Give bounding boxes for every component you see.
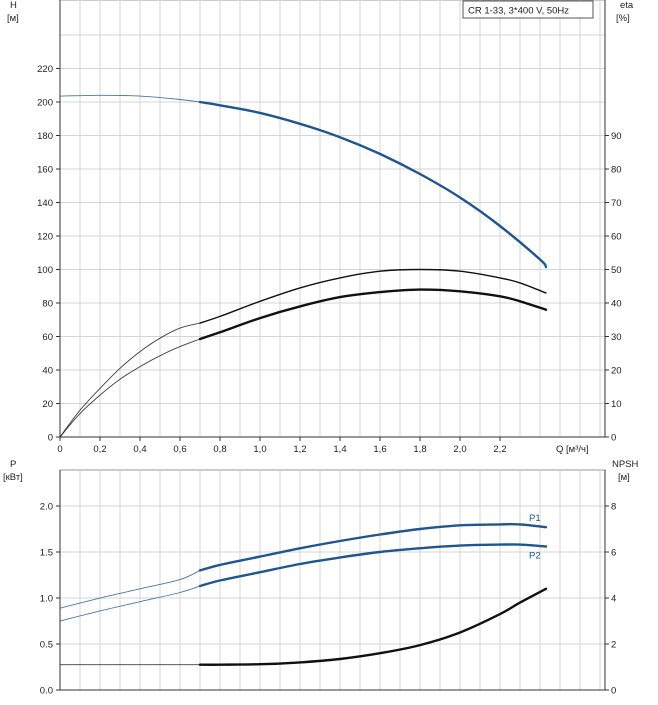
left-tick-label: 140	[37, 198, 53, 209]
left-tick-label: 40	[42, 366, 53, 377]
x-tick-label: 1,8	[413, 444, 426, 455]
efficiency-curve-thin-segment	[59, 322, 201, 438]
right-tick-label: 0	[611, 686, 616, 697]
x-tick-label: 1,6	[373, 444, 386, 455]
h-axis-unit: [м]	[7, 13, 19, 24]
q-axis-label: Q [м³/ч]	[556, 444, 589, 455]
npsh-curve-bold-segment	[198, 587, 548, 666]
right-tick-label: 8	[611, 502, 616, 513]
x-tick-label: 0,8	[213, 444, 226, 455]
x-tick-label: 1,2	[293, 444, 306, 455]
bottom-curves: P1 P2	[59, 513, 548, 666]
power-npsh-panel: P1 P2 0.0 0.5 1.0 1.5 2.0 0 2 4 6 8 P [кВт] NPSH […	[3, 459, 639, 697]
bottom-axes: 0.0 0.5 1.0 1.5 2.0 0 2 4 6 8	[40, 470, 616, 697]
x-tick-label: 1,4	[333, 444, 346, 455]
model-legend-text: CR 1-33, 3*400 V, 50Hz	[468, 6, 569, 17]
right-tick-label: 30	[611, 332, 622, 343]
x-tick-label: 0,2	[93, 444, 106, 455]
right-tick-label: 90	[611, 131, 622, 142]
p-axis-title: P	[10, 459, 16, 470]
left-tick-label: 1.5	[40, 548, 53, 559]
right-tick-label: 50	[611, 265, 622, 276]
eta-curve-curve-bold-segment	[198, 288, 548, 341]
h-axis-title: H	[10, 0, 17, 11]
x-tick-label: 0,6	[173, 444, 186, 455]
bottom-panel-frame	[59, 469, 606, 691]
right-tick-label: 4	[611, 594, 616, 605]
right-tick-label: 6	[611, 548, 616, 559]
top-panel-frame	[59, 0, 606, 438]
series-label-p2: P2	[529, 550, 541, 561]
left-tick-label: 0.5	[40, 640, 53, 651]
x-tick-label: 0,4	[133, 444, 146, 455]
left-tick-label: 100	[37, 265, 53, 276]
right-tick-label: 40	[611, 299, 622, 310]
left-tick-label: 160	[37, 165, 53, 176]
left-tick-label: 180	[37, 131, 53, 142]
left-tick-label: 20	[42, 399, 53, 410]
left-tick-label: 2.0	[40, 502, 53, 513]
npsh-axis-title: NPSH	[612, 459, 639, 470]
right-tick-label: 2	[611, 640, 616, 651]
left-tick-label: 200	[37, 98, 53, 109]
right-tick-label: 80	[611, 165, 622, 176]
efficiency-curve-bold-segment	[199, 268, 547, 324]
p1-curve-thin-segment	[59, 569, 201, 609]
left-tick-label: 1.0	[40, 594, 53, 605]
left-tick-label: 0.0	[40, 686, 53, 697]
right-tick-label: 60	[611, 232, 622, 243]
x-tick-label: 0	[57, 444, 62, 455]
x-tick-label: 2,0	[453, 444, 466, 455]
head-efficiency-panel: 0 20 40 60 80 100 120 140 160 180 200 220 0 10 20 30 40 5…	[7, 0, 634, 455]
eta-axis-title: eta	[620, 0, 634, 11]
right-tick-label: 20	[611, 366, 622, 377]
p2-curve-thin-segment	[59, 585, 201, 622]
left-tick-label: 0	[48, 433, 53, 444]
top-axes: 0 20 40 60 80 100 120 140 160 180 200 220 0 10 20 30 40 5…	[37, 0, 622, 455]
model-legend-box	[462, 0, 594, 19]
series-label-p1: P1	[529, 513, 541, 524]
eta-axis-unit: [%]	[616, 13, 630, 24]
bottom-gridlines	[60, 470, 605, 690]
head-curve-thin-segment	[59, 94, 201, 103]
p-axis-unit: [кВт]	[3, 472, 23, 483]
p2-curve-bold-segment	[198, 543, 548, 588]
eta-curve-curve-thin-segment	[59, 338, 201, 438]
top-curves	[59, 94, 548, 438]
left-tick-label: 220	[37, 64, 53, 75]
left-tick-label: 120	[37, 232, 53, 243]
right-tick-label: 70	[611, 198, 622, 209]
p1-curve-bold-segment	[198, 522, 548, 572]
x-tick-label: 2,2	[493, 444, 506, 455]
left-tick-label: 60	[42, 332, 53, 343]
right-tick-label: 10	[611, 399, 622, 410]
left-tick-label: 80	[42, 299, 53, 310]
right-tick-label: 0	[611, 433, 616, 444]
head-curve-bold-segment	[198, 100, 548, 269]
top-gridlines	[60, 0, 605, 437]
x-tick-label: 1,0	[253, 444, 266, 455]
npsh-axis-unit: [м]	[618, 472, 630, 483]
